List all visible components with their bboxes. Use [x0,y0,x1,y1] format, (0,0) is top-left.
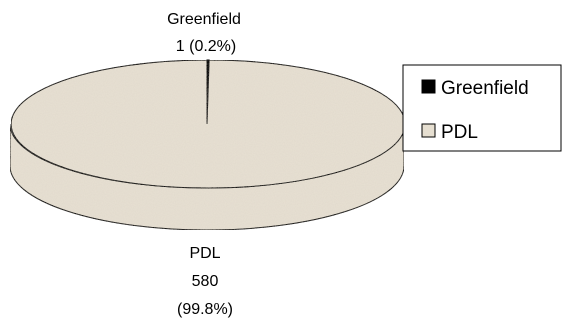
data-label-greenfield: Greenfield 1 (0.2%) [167,11,241,55]
data-label-greenfield-name: Greenfield [167,11,241,28]
data-label-pdl-percent: (99.8%) [177,301,233,318]
data-label-greenfield-value-line: 1 (0.2%) [176,38,236,55]
data-label-pdl-value: 580 [192,273,219,290]
data-label-greenfield-value: 1 [176,38,185,55]
legend: Greenfield PDL [402,64,562,152]
legend-label-pdl: PDL [441,122,478,143]
pie-top [10,59,406,189]
data-label-pdl: PDL 580 (99.8%) [177,245,233,318]
legend-swatch-pdl [421,123,436,138]
legend-swatch-greenfield [421,79,436,94]
legend-label-greenfield: Greenfield [441,78,529,99]
data-label-greenfield-percent: (0.2%) [189,38,236,55]
pie-slice-pdl [10,59,406,189]
data-label-pdl-name: PDL [189,245,220,262]
